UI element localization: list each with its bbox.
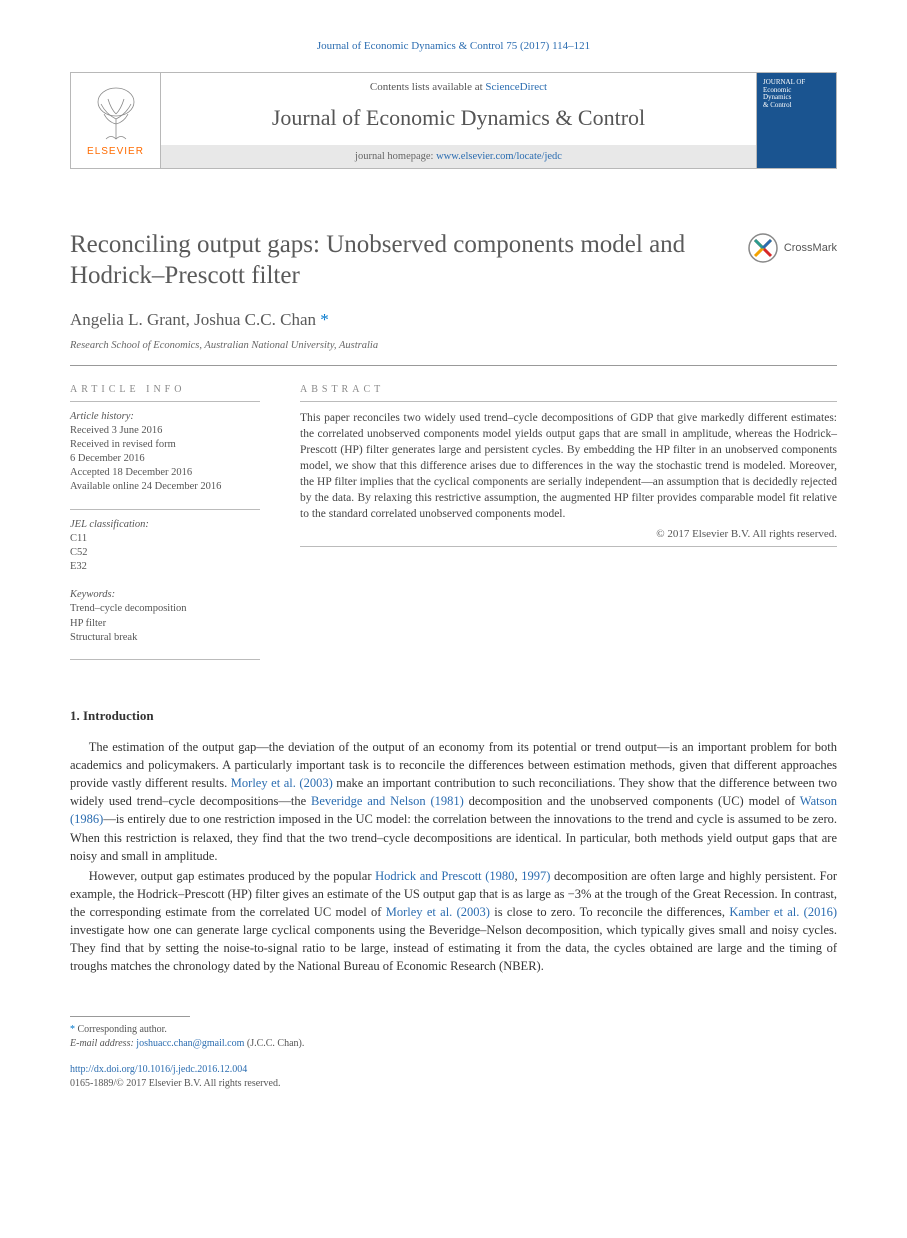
jel-label: JEL classification: <box>70 518 260 532</box>
affiliation: Research School of Economics, Australian… <box>70 340 837 351</box>
body-paragraph: However, output gap estimates produced b… <box>70 867 837 976</box>
article-title: Reconciling output gaps: Unobserved comp… <box>70 229 728 292</box>
contents-line: Contents lists available at ScienceDirec… <box>171 81 746 93</box>
keyword: Structural break <box>70 631 260 645</box>
history-line: 6 December 2016 <box>70 452 260 466</box>
homepage-link[interactable]: www.elsevier.com/locate/jedc <box>436 151 562 162</box>
publisher-logo-block: ELSEVIER <box>71 73 161 168</box>
divider <box>70 509 260 510</box>
footnote-mark: * <box>70 1024 75 1035</box>
history-line: Received in revised form <box>70 438 260 452</box>
email-suffix: (J.C.C. Chan). <box>244 1038 304 1049</box>
keywords-label: Keywords: <box>70 588 260 602</box>
cover-line: & Control <box>763 102 805 110</box>
email-link[interactable]: joshuacc.chan@gmail.com <box>136 1038 244 1049</box>
citation-link[interactable]: Hodrick and Prescott (1980 <box>375 869 514 883</box>
issn-copyright: 0165-1889/© 2017 Elsevier B.V. All right… <box>70 1078 280 1089</box>
text-run: However, output gap estimates produced b… <box>89 869 375 883</box>
article-history-label: Article history: <box>70 410 260 424</box>
abstract-copyright: © 2017 Elsevier B.V. All rights reserved… <box>300 528 837 540</box>
corresponding-label: Corresponding author. <box>78 1024 167 1035</box>
divider <box>70 365 837 366</box>
title-row: Reconciling output gaps: Unobserved comp… <box>70 229 837 292</box>
history-line: Received 3 June 2016 <box>70 424 260 438</box>
contents-prefix: Contents lists available at <box>370 81 485 93</box>
divider <box>300 546 837 547</box>
jel-code: E32 <box>70 560 260 574</box>
text-run: decomposition and the unobserved compone… <box>464 794 800 808</box>
jel-code: C11 <box>70 532 260 546</box>
keyword: Trend–cycle decomposition <box>70 602 260 616</box>
header-citation: Journal of Economic Dynamics & Control 7… <box>70 40 837 52</box>
divider <box>300 401 837 402</box>
crossmark-icon <box>748 233 778 263</box>
email-footnote: E-mail address: joshuacc.chan@gmail.com … <box>70 1037 837 1051</box>
journal-name: Journal of Economic Dynamics & Control <box>171 105 746 131</box>
footnote-rule <box>70 1016 190 1017</box>
journal-cover-thumb: JOURNAL OF Economic Dynamics & Control <box>756 73 836 168</box>
doi-block: http://dx.doi.org/10.1016/j.jedc.2016.12… <box>70 1063 837 1091</box>
citation-link[interactable]: 1997) <box>521 869 550 883</box>
citation-link[interactable]: Morley et al. (2003) <box>386 905 490 919</box>
authors: Angelia L. Grant, Joshua C.C. Chan * <box>70 310 837 330</box>
jel-code: C52 <box>70 546 260 560</box>
history-line: Accepted 18 December 2016 <box>70 466 260 480</box>
author-names: Angelia L. Grant, Joshua C.C. Chan <box>70 310 316 329</box>
text-run: investigate how one can generate large c… <box>70 923 837 973</box>
text-run: is close to zero. To reconcile the diffe… <box>490 905 729 919</box>
divider <box>70 659 260 660</box>
keywords-block: Keywords: Trend–cycle decomposition HP f… <box>70 588 260 645</box>
email-label: E-mail address: <box>70 1038 136 1049</box>
homepage-prefix: journal homepage: <box>355 151 436 162</box>
masthead-center: Contents lists available at ScienceDirec… <box>161 73 756 168</box>
crossmark-badge[interactable]: CrossMark <box>748 233 837 263</box>
article-history-block: Article history: Received 3 June 2016 Re… <box>70 410 260 495</box>
citation-link[interactable]: Kamber et al. (2016) <box>729 905 837 919</box>
citation-link[interactable]: Morley et al. (2003) <box>231 776 333 790</box>
text-run: —is entirely due to one restriction impo… <box>70 812 837 862</box>
jel-block: JEL classification: C11 C52 E32 <box>70 518 260 575</box>
abstract-text: This paper reconciles two widely used tr… <box>300 410 837 523</box>
divider <box>70 401 260 402</box>
journal-masthead: ELSEVIER Contents lists available at Sci… <box>70 72 837 169</box>
article-info-heading: ARTICLE INFO <box>70 384 260 395</box>
publisher-name: ELSEVIER <box>87 146 144 157</box>
section-title: 1. Introduction <box>70 708 837 724</box>
abstract-column: ABSTRACT This paper reconciles two widel… <box>300 384 837 668</box>
keyword: HP filter <box>70 617 260 631</box>
citation-link[interactable]: Journal of Economic Dynamics & Control 7… <box>317 40 590 52</box>
body-paragraph: The estimation of the output gap—the dev… <box>70 738 837 865</box>
abstract-heading: ABSTRACT <box>300 384 837 395</box>
sciencedirect-link[interactable]: ScienceDirect <box>485 81 547 93</box>
history-line: Available online 24 December 2016 <box>70 480 260 494</box>
crossmark-label: CrossMark <box>784 242 837 254</box>
article-info-column: ARTICLE INFO Article history: Received 3… <box>70 384 260 668</box>
corresponding-mark: * <box>316 310 329 329</box>
citation-link[interactable]: Beveridge and Nelson (1981) <box>311 794 464 808</box>
corresponding-footnote: * Corresponding author. <box>70 1023 837 1037</box>
info-abstract-row: ARTICLE INFO Article history: Received 3… <box>70 384 837 668</box>
doi-link[interactable]: http://dx.doi.org/10.1016/j.jedc.2016.12… <box>70 1064 247 1075</box>
homepage-line: journal homepage: www.elsevier.com/locat… <box>161 145 756 168</box>
elsevier-tree-icon <box>86 84 146 144</box>
